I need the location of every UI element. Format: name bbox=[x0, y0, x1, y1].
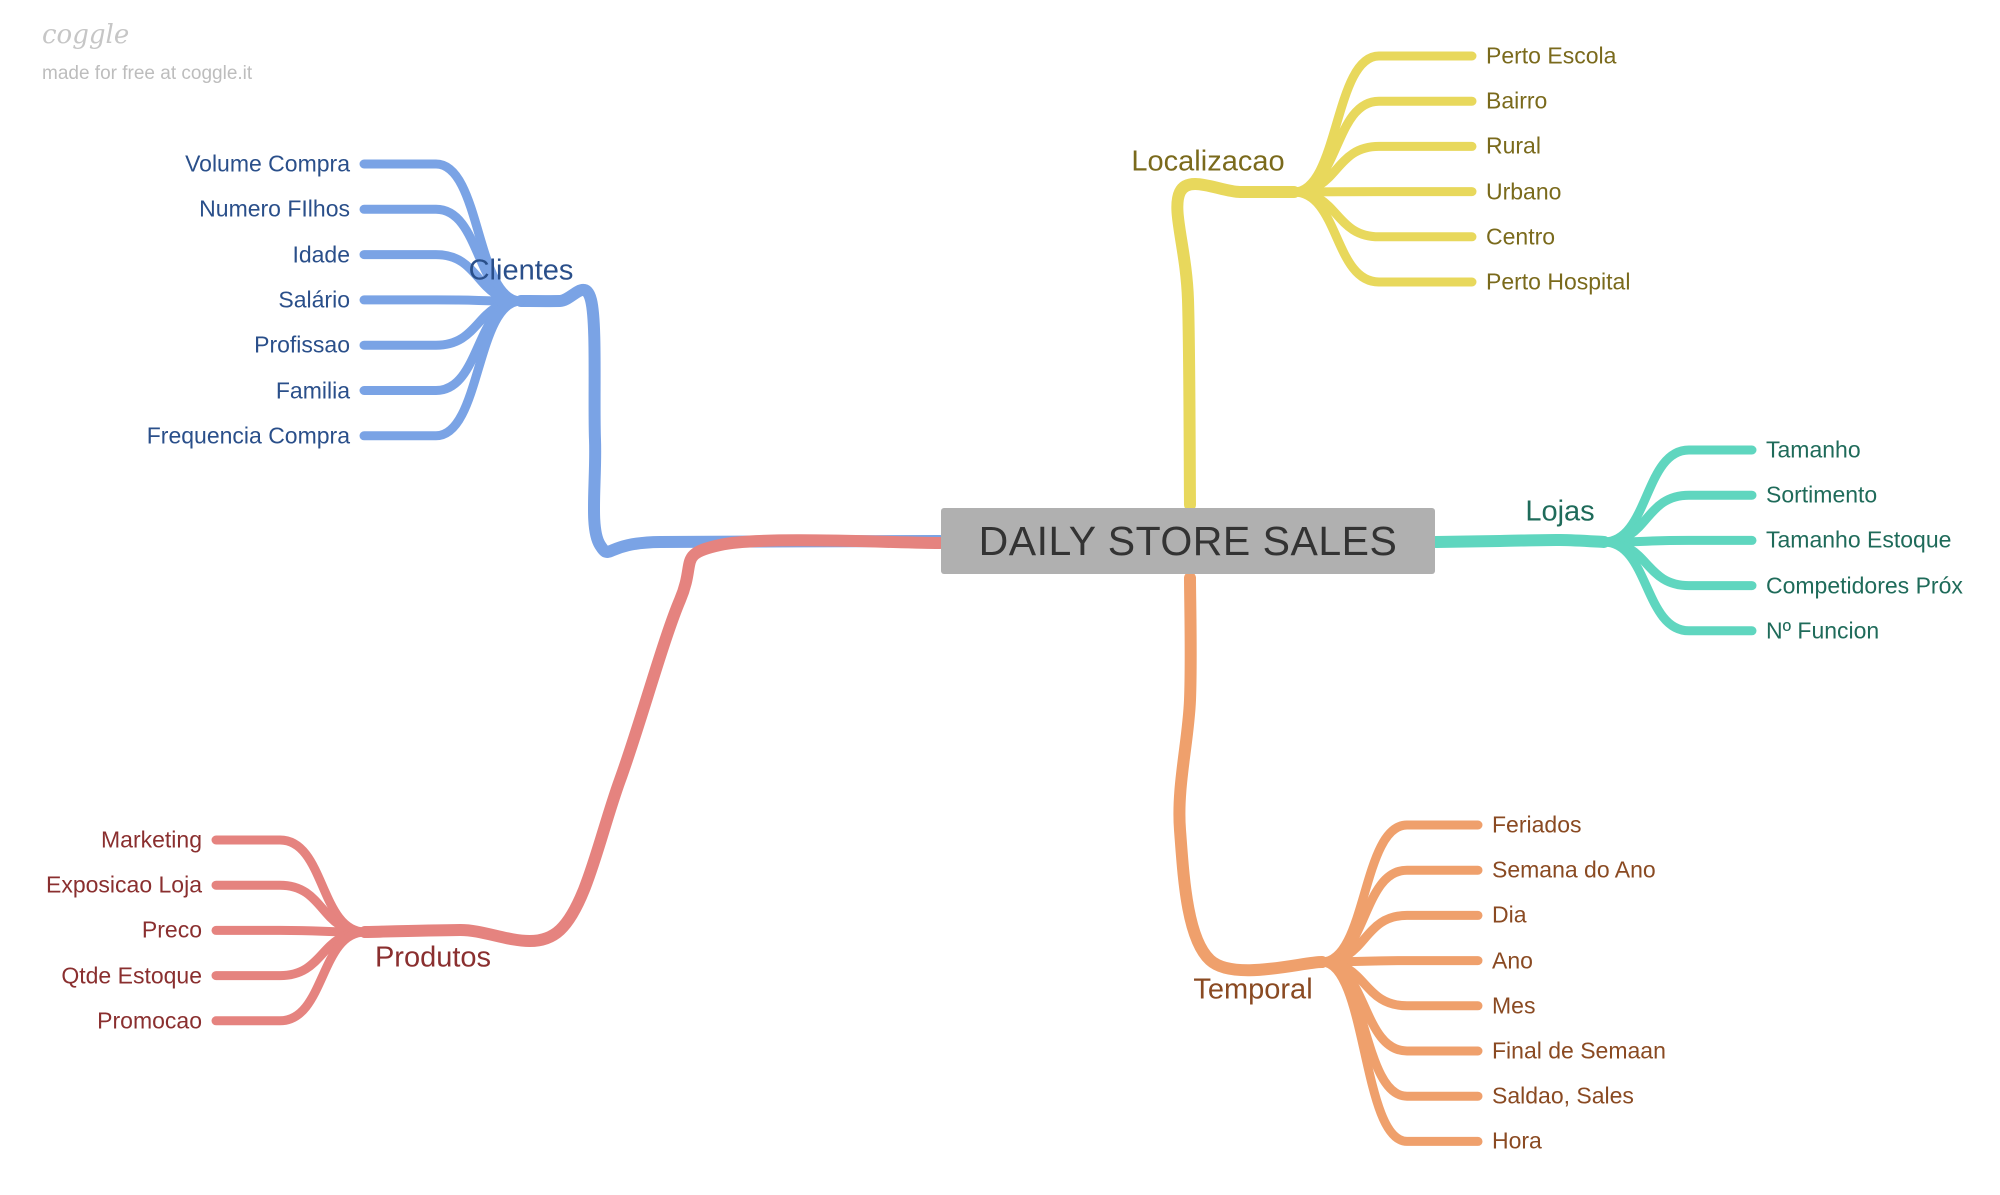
produtos-leaf-node[interactable]: Marketing bbox=[101, 826, 202, 853]
temporal-leaf-node[interactable]: Semana do Ano bbox=[1492, 856, 1656, 883]
lojas-leaf-node[interactable]: Nº Funcion bbox=[1766, 617, 1880, 644]
clientes-leaf-node[interactable]: Numero FIlhos bbox=[199, 195, 350, 222]
edge-root-to-produtos bbox=[359, 534, 946, 947]
edge-root-to-lojas bbox=[1430, 533, 1610, 548]
branch-node-lojas[interactable]: Lojas bbox=[1525, 495, 1595, 528]
edge-clientes-leaf-3 bbox=[359, 295, 526, 306]
edge-temporal-leaf-3 bbox=[1317, 956, 1483, 967]
temporal-leaf-node[interactable]: Dia bbox=[1492, 901, 1527, 928]
coggle-logo: coggle bbox=[42, 20, 130, 50]
produtos-leaf-node[interactable]: Qtde Estoque bbox=[61, 962, 202, 989]
root-node[interactable]: DAILY STORE SALES bbox=[941, 508, 1435, 574]
lojas-leaf-node[interactable]: Tamanho Estoque bbox=[1766, 526, 1952, 553]
branch-node-temporal[interactable]: Temporal bbox=[1193, 973, 1313, 1006]
edge-produtos-leaf-4 bbox=[211, 927, 370, 1026]
clientes-leaf-node[interactable]: Idade bbox=[292, 241, 350, 268]
root-node-label: DAILY STORE SALES bbox=[978, 517, 1398, 564]
temporal-leaf-node[interactable]: Saldao, Sales bbox=[1492, 1082, 1634, 1109]
temporal-leaf-node[interactable]: Hora bbox=[1492, 1127, 1542, 1154]
localizacao-leaf-node[interactable]: Bairro bbox=[1486, 87, 1548, 114]
temporal-leaf-node[interactable]: Final de Semaan bbox=[1492, 1037, 1666, 1064]
localizacao-leaf-node[interactable]: Perto Hospital bbox=[1486, 268, 1631, 295]
lojas-leaf-node[interactable]: Tamanho bbox=[1766, 436, 1861, 463]
produtos-leaf-node[interactable]: Promocao bbox=[97, 1007, 202, 1034]
edge-root-to-localizacao bbox=[1171, 178, 1300, 511]
lojas-leaf-node[interactable]: Sortimento bbox=[1766, 481, 1878, 508]
lojas-leaf-node[interactable]: Competidores Próx bbox=[1766, 572, 1963, 599]
edge-produtos-leaf-1 bbox=[211, 880, 370, 937]
edge-root-to-clientes bbox=[515, 284, 946, 558]
edge-clientes-leaf-6 bbox=[359, 296, 526, 441]
branch-node-produtos[interactable]: Produtos bbox=[374, 941, 492, 974]
localizacao-leaf-node[interactable]: Urbano bbox=[1486, 178, 1562, 205]
clientes-leaf-node[interactable]: Profissao bbox=[254, 331, 350, 358]
produtos-leaf-node[interactable]: Preco bbox=[141, 916, 202, 943]
temporal-leaf-node[interactable]: Mes bbox=[1492, 992, 1536, 1019]
clientes-leaf-node[interactable]: Frequencia Compra bbox=[146, 422, 350, 449]
edge-produtos-leaf-2 bbox=[211, 925, 370, 937]
produtos-leaf-node[interactable]: Exposicao Loja bbox=[46, 871, 202, 898]
edge-temporal-leaf-7 bbox=[1317, 957, 1483, 1146]
localizacao-leaf-node[interactable]: Rural bbox=[1486, 132, 1541, 159]
branch-node-clientes[interactable]: Clientes bbox=[468, 254, 574, 287]
clientes-leaf-node[interactable]: Familia bbox=[275, 377, 350, 403]
edge-lojas-leaf-4 bbox=[1599, 537, 1757, 636]
branch-node-localizacao[interactable]: Localizacao bbox=[1131, 145, 1285, 178]
localizacao-leaf-node[interactable]: Centro bbox=[1486, 223, 1556, 250]
temporal-leaf-node[interactable]: Feriados bbox=[1492, 811, 1582, 838]
edge-temporal-leaf-0 bbox=[1317, 820, 1483, 967]
edge-lojas-leaf-1 bbox=[1599, 490, 1757, 547]
edge-root-to-temporal bbox=[1173, 572, 1328, 977]
clientes-leaf-node[interactable]: Salário bbox=[278, 286, 350, 313]
temporal-leaf-node[interactable]: Ano bbox=[1492, 947, 1533, 974]
coggle-tagline: made for free at coggle.it bbox=[42, 63, 253, 84]
localizacao-leaf-node[interactable]: Perto Escola bbox=[1486, 42, 1617, 69]
edge-localizacao-leaf-5 bbox=[1289, 187, 1477, 287]
clientes-leaf-node[interactable]: Volume Compra bbox=[185, 150, 350, 177]
edge-lojas-leaf-2 bbox=[1599, 535, 1757, 547]
